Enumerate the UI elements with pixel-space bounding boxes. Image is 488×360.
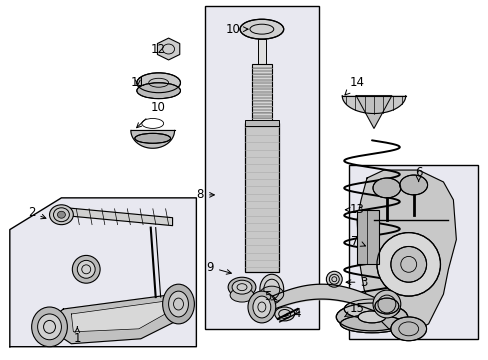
Ellipse shape [357,311,385,323]
Bar [205,6,319,329]
Ellipse shape [228,277,255,297]
Ellipse shape [259,274,283,304]
Bar [348,165,477,339]
Bar [244,123,278,272]
Text: 14: 14 [345,76,364,95]
Text: 15: 15 [344,302,364,317]
Text: 11: 11 [130,76,145,89]
Polygon shape [355,96,391,129]
Text: 12: 12 [150,42,165,55]
Ellipse shape [344,299,399,319]
Text: 3: 3 [346,276,367,289]
Text: 9: 9 [206,261,231,274]
Polygon shape [71,301,170,332]
Ellipse shape [399,175,427,195]
Ellipse shape [274,307,294,321]
Ellipse shape [247,291,275,323]
Bar [244,121,278,126]
Text: 4: 4 [283,307,301,320]
Text: 6: 6 [414,166,422,181]
Text: 1: 1 [73,327,81,345]
Text: 10: 10 [136,101,165,128]
Bar [356,210,378,264]
Polygon shape [157,38,180,60]
Ellipse shape [374,298,398,314]
Text: 7: 7 [351,235,365,248]
Ellipse shape [49,205,73,225]
Text: 8: 8 [196,188,214,201]
Ellipse shape [168,291,188,317]
Ellipse shape [135,133,170,143]
Polygon shape [356,170,455,334]
Ellipse shape [259,286,283,302]
Ellipse shape [325,271,342,287]
Ellipse shape [32,307,67,347]
Ellipse shape [372,290,400,318]
Ellipse shape [38,314,61,340]
Ellipse shape [230,288,253,302]
Text: 10: 10 [225,23,247,36]
Polygon shape [10,198,196,347]
Bar [251,64,271,123]
Ellipse shape [376,233,440,296]
Polygon shape [53,294,182,344]
Polygon shape [66,208,172,226]
Ellipse shape [137,73,180,93]
Ellipse shape [336,303,407,331]
Ellipse shape [252,296,270,318]
Ellipse shape [372,178,400,198]
Ellipse shape [240,19,283,39]
Text: 13: 13 [345,203,364,216]
Ellipse shape [390,317,426,341]
Ellipse shape [72,255,100,283]
Ellipse shape [163,284,194,324]
Text: 5: 5 [264,289,276,303]
Ellipse shape [57,211,65,218]
Polygon shape [131,130,174,148]
Bar [257,39,265,64]
Polygon shape [342,96,405,113]
Ellipse shape [77,260,95,278]
Text: 2: 2 [28,206,46,219]
Ellipse shape [340,315,403,333]
Ellipse shape [390,247,426,282]
Ellipse shape [137,83,180,99]
Ellipse shape [232,280,251,294]
